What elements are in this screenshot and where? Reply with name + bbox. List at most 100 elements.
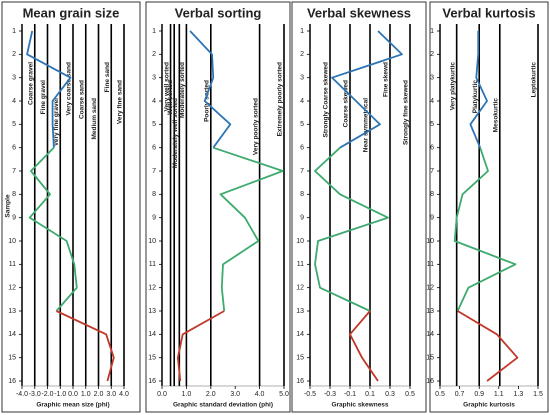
data-line — [453, 147, 517, 312]
y-tick-label: 2 — [152, 51, 156, 58]
y-tick-label: 12 — [296, 285, 304, 292]
x-tick-label: 5.0 — [279, 391, 289, 398]
panel-border — [145, 1, 291, 413]
y-tick-label: 4 — [12, 98, 16, 105]
data-line — [457, 310, 519, 382]
class-label: Strongly fine skewed — [403, 80, 410, 145]
panel-border — [1, 1, 141, 413]
y-tick-label: 5 — [12, 121, 16, 128]
y-tick-label: 11 — [9, 261, 16, 268]
class-label: Fine gravel — [40, 80, 47, 115]
y-tick-label: 14 — [296, 331, 304, 338]
y-tick-label: 14 — [426, 331, 434, 338]
y-tick-label: 7 — [152, 168, 156, 175]
panel-border — [429, 1, 549, 413]
x-tick-label: 0.9 — [474, 391, 484, 398]
class-label: Near symmetrical — [363, 98, 370, 152]
class-label: Very coarse sand — [66, 62, 73, 116]
y-tick-label: 12 — [8, 285, 16, 292]
y-tick-label: 3 — [152, 75, 156, 82]
y-tick-label: 7 — [430, 168, 434, 175]
class-label: Platykurtic — [472, 80, 479, 114]
x-tick-label: 1.5 — [533, 391, 543, 398]
class-label: Very fine sand — [117, 80, 124, 124]
y-tick-label: 11 — [149, 261, 156, 268]
y-tick-label: 13 — [426, 308, 434, 315]
x-tick-label: 1.1 — [494, 391, 504, 398]
y-tick-label: 3 — [430, 75, 434, 82]
data-line — [56, 310, 115, 382]
y-axis-title: Sample — [5, 194, 12, 218]
data-line — [349, 310, 379, 382]
x-tick-label: 4.0 — [119, 391, 129, 398]
x-tick-label: 3.0 — [230, 391, 240, 398]
x-tick-label: -0.5 — [304, 391, 316, 398]
y-tick-label: 9 — [152, 215, 156, 222]
x-tick-label: 1.0 — [81, 391, 91, 398]
x-axis-title: Graphic standard deviation (phi) — [173, 402, 273, 409]
y-tick-label: 5 — [300, 121, 304, 128]
y-tick-label: 3 — [300, 75, 304, 82]
data-line — [314, 147, 389, 312]
panel-title: Verbal skewness — [307, 5, 411, 20]
y-tick-label: 2 — [12, 51, 16, 58]
y-tick-label: 16 — [8, 378, 16, 385]
y-tick-label: 9 — [430, 215, 434, 222]
y-tick-label: 2 — [300, 51, 304, 58]
y-tick-label: 6 — [430, 145, 434, 152]
y-tick-label: 1 — [12, 28, 16, 35]
y-tick-label: 6 — [152, 145, 156, 152]
y-tick-label: 15 — [148, 355, 156, 362]
y-tick-label: 9 — [300, 215, 304, 222]
y-tick-label: 7 — [300, 168, 304, 175]
class-label: Well sorted — [167, 80, 174, 115]
panel-title: Verbal sorting — [175, 5, 262, 20]
class-label: Coarse skewed — [343, 80, 350, 127]
y-tick-label: 13 — [8, 308, 16, 315]
y-tick-label: 9 — [12, 215, 16, 222]
y-tick-label: 10 — [426, 238, 434, 245]
class-label: Moderately well sorted — [172, 98, 179, 168]
y-tick-label: 4 — [300, 98, 304, 105]
x-tick-label: 0.3 — [385, 391, 395, 398]
panel-title: Mean grain size — [23, 5, 120, 20]
y-tick-label: 4 — [430, 98, 434, 105]
y-tick-label: 12 — [148, 285, 156, 292]
x-axis-title: Graphic skewness — [331, 402, 388, 409]
class-label: Very well sorted — [163, 62, 170, 112]
data-line — [28, 147, 78, 312]
data-line — [26, 30, 72, 148]
y-tick-label: 8 — [300, 191, 304, 198]
x-tick-label: 0.7 — [455, 391, 465, 398]
x-tick-label: -0.1 — [344, 391, 356, 398]
y-tick-label: 5 — [430, 121, 434, 128]
y-tick-label: 10 — [8, 238, 16, 245]
y-tick-label: 12 — [426, 285, 434, 292]
x-tick-label: 1.0 — [182, 391, 192, 398]
class-label: Mesokurtic — [492, 98, 499, 133]
data-line — [331, 30, 403, 149]
class-label: Poorly sorted — [204, 80, 211, 122]
class-label: Coarse gravel — [27, 62, 34, 105]
y-tick-label: 4 — [152, 98, 156, 105]
y-tick-label: 15 — [426, 355, 434, 362]
y-tick-label: 13 — [148, 308, 156, 315]
y-tick-label: 11 — [297, 261, 304, 268]
x-tick-label: -4.0 — [16, 391, 28, 398]
class-label: Strongly Coarse skewed — [323, 62, 330, 138]
y-tick-label: 10 — [148, 238, 156, 245]
x-tick-label: 0.0 — [157, 391, 167, 398]
y-tick-label: 8 — [430, 191, 434, 198]
y-tick-label: 14 — [148, 331, 156, 338]
x-tick-label: 0.0 — [68, 391, 78, 398]
y-tick-label: 1 — [430, 28, 434, 35]
x-axis-title: Graphic mean size (phi) — [36, 402, 109, 409]
data-line — [176, 310, 225, 382]
class-label: Fine sand — [104, 62, 111, 92]
y-tick-label: 2 — [430, 51, 434, 58]
y-tick-label: 15 — [8, 355, 16, 362]
x-tick-label: -3.0 — [29, 391, 41, 398]
data-line — [189, 30, 232, 149]
data-line — [212, 146, 284, 312]
y-tick-label: 7 — [12, 168, 16, 175]
